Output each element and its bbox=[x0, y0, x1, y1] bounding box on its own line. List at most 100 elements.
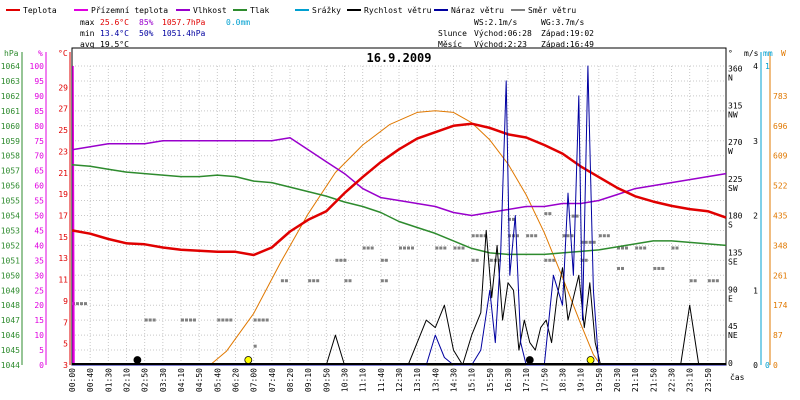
wind-direction-point bbox=[657, 266, 661, 270]
w-tick-label: 0 bbox=[773, 361, 778, 370]
wind-direction-point bbox=[84, 302, 87, 306]
sunset-info: Západ:19:02 bbox=[541, 29, 594, 38]
wind-direction-point bbox=[588, 240, 592, 244]
wind-direction-point bbox=[461, 246, 465, 250]
wind-direction-point bbox=[530, 234, 534, 238]
moonset-info: Západ:16:49 bbox=[541, 40, 594, 49]
wind-direction-point bbox=[217, 318, 221, 322]
x-tick-label: 03:30 bbox=[159, 368, 168, 392]
wind-direction-point bbox=[516, 234, 519, 238]
dir-tick-label: 180 bbox=[728, 212, 743, 221]
wind-direction-point bbox=[253, 318, 257, 322]
ms-tick-label: 2 bbox=[753, 212, 758, 221]
wind-direction-point bbox=[548, 212, 552, 216]
pct-tick-label: 55 bbox=[34, 197, 44, 206]
dir-tick-label: 315 bbox=[728, 101, 743, 110]
legend-entry: Přízemní teplota bbox=[91, 6, 168, 15]
wind-direction-point bbox=[602, 234, 606, 238]
temp-tick-label: 11 bbox=[58, 276, 68, 285]
wind-direction-point bbox=[526, 234, 530, 238]
pct-tick-label: 5 bbox=[39, 346, 44, 355]
wind-direction-point bbox=[265, 318, 269, 322]
ms-tick-label: 0 bbox=[753, 361, 758, 370]
moonrise-marker bbox=[133, 356, 142, 364]
moonrise-info: Východ:2:23 bbox=[474, 40, 527, 49]
pct-tick-label: 95 bbox=[34, 77, 44, 86]
wind-direction-point bbox=[715, 279, 719, 283]
legend-entry: Směr větru bbox=[528, 6, 576, 15]
plot-area bbox=[71, 65, 727, 366]
wind-direction-point bbox=[407, 246, 410, 250]
pct-tick-label: 15 bbox=[34, 316, 44, 325]
wind-direction-point bbox=[479, 234, 483, 238]
w-tick-label: 87 bbox=[773, 331, 783, 340]
dir-tick-compass: SE bbox=[728, 258, 738, 267]
pct-tick-label: 10 bbox=[34, 331, 44, 340]
pct-tick-label: 100 bbox=[30, 62, 45, 71]
wind-direction-point bbox=[606, 234, 610, 238]
wind-direction-point bbox=[544, 212, 548, 216]
wind-direction-point bbox=[403, 246, 406, 250]
sun-label: Slunce bbox=[438, 29, 467, 38]
legend-entry: Vlhkost bbox=[193, 6, 227, 15]
wind-direction-point bbox=[253, 344, 257, 348]
x-tick-label: 17:50 bbox=[540, 368, 549, 392]
wind-direction-point bbox=[592, 240, 596, 244]
sunrise-info: Východ:06:28 bbox=[474, 29, 532, 38]
wind-direction-point bbox=[635, 246, 639, 250]
wind-direction-point bbox=[508, 217, 511, 221]
x-tick-label: 15:50 bbox=[486, 368, 495, 392]
ms-axis-unit: m/s bbox=[744, 49, 759, 58]
temp-tick-label: 7 bbox=[63, 318, 68, 327]
hpa-tick-label: 1044 bbox=[1, 361, 20, 370]
wind-direction-point bbox=[625, 246, 628, 250]
legend-entry: Teplota bbox=[23, 6, 57, 15]
wind-direction-point bbox=[439, 246, 443, 250]
wind-direction-point bbox=[689, 279, 693, 283]
legend: Teplota Přízemní teplota Vlhkost Tlak Srážky… bbox=[6, 6, 576, 15]
legend-entry: Rychlost větru bbox=[364, 6, 432, 15]
x-axis-label: čas bbox=[730, 372, 745, 382]
x-tick-label: 10:30 bbox=[341, 368, 350, 392]
x-tick-label: 21:10 bbox=[631, 368, 640, 392]
x-tick-label: 23:50 bbox=[704, 368, 713, 392]
series-solar-radiation bbox=[209, 110, 602, 366]
x-tick-label: 00:00 bbox=[68, 368, 77, 392]
pct-tick-label: 40 bbox=[34, 241, 44, 250]
wind-direction-point bbox=[370, 246, 374, 250]
dir-tick-compass: N bbox=[728, 73, 733, 82]
pct-tick-label: 70 bbox=[34, 152, 44, 161]
x-tick-label: 05:40 bbox=[213, 368, 222, 392]
wind-direction-point bbox=[457, 246, 461, 250]
wind-direction-point bbox=[584, 240, 588, 244]
moonset-marker bbox=[525, 356, 534, 364]
dir-tick-label: 90 bbox=[728, 285, 738, 294]
hpa-tick-label: 1051 bbox=[1, 256, 20, 265]
hpa-tick-label: 1061 bbox=[1, 107, 20, 116]
pct-tick-label: 60 bbox=[34, 182, 44, 191]
temp-tick-label: 19 bbox=[58, 190, 68, 199]
wind-direction-point bbox=[570, 234, 574, 238]
wind-direction-point bbox=[562, 234, 566, 238]
wind-direction-point bbox=[483, 234, 487, 238]
pct-axis-unit: % bbox=[38, 49, 43, 58]
wind-direction-point bbox=[312, 279, 316, 283]
wind-direction-point bbox=[144, 318, 148, 322]
pct-tick-label: 85 bbox=[34, 107, 44, 116]
w-tick-label: 348 bbox=[773, 241, 788, 250]
x-tick-label: 04:50 bbox=[195, 368, 204, 392]
hpa-tick-label: 1058 bbox=[1, 152, 20, 161]
wind-direction-point bbox=[185, 318, 188, 322]
x-tick-label: 11:40 bbox=[377, 368, 386, 392]
pct-tick-label: 25 bbox=[34, 286, 44, 295]
dir-axis-unit: ° bbox=[728, 49, 733, 58]
wind-direction-point bbox=[598, 234, 602, 238]
min-temp: 13.4°C bbox=[100, 29, 129, 38]
pct-tick-label: 90 bbox=[34, 92, 44, 101]
x-tick-label: 06:20 bbox=[232, 368, 241, 392]
x-tick-label: 19:10 bbox=[577, 368, 586, 392]
max-label: max bbox=[80, 18, 95, 27]
hpa-tick-label: 1063 bbox=[1, 77, 20, 86]
min-label: min bbox=[80, 29, 95, 38]
wind-direction-point bbox=[366, 246, 370, 250]
